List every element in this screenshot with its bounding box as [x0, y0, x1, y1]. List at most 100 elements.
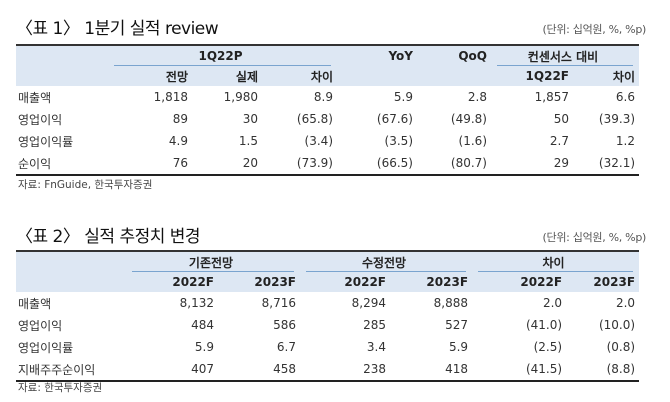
cell: 1.5: [238, 134, 258, 148]
table1-header-sub-row: 전망 실제 차이 1Q22F 차이: [16, 66, 640, 86]
header-blank: [16, 251, 126, 272]
cell: 1,818: [153, 90, 188, 104]
cell: (3.4): [304, 134, 333, 148]
header-year: 2023F: [593, 275, 636, 289]
table1: 1Q22P YoY QoQ 컨센서스 대비 전망 실제 차이 1Q22F 차이 …: [16, 44, 640, 176]
cell: 586: [273, 318, 297, 332]
table2-unit: (단위: 십억원, %, %p): [542, 231, 647, 244]
cell: (80.7): [417, 152, 491, 176]
cell: (49.8): [450, 112, 487, 126]
cell: (41.0): [525, 318, 563, 332]
table1-source: 자료: FnGuide, 한국투자증권: [18, 179, 153, 191]
table-row: 지배주주순이익 407 458 238 418 (41.5) (8.8): [16, 358, 640, 382]
cell: 8,716: [261, 296, 297, 310]
header-1q22p: 1Q22P: [108, 45, 337, 66]
header-year: 2023F: [254, 275, 297, 289]
cell: 407: [126, 358, 218, 382]
header-year: 2022F: [172, 275, 214, 289]
cell: 8,132: [179, 296, 214, 310]
header-blank: [16, 66, 108, 86]
cell: 8,888: [433, 296, 469, 310]
header-blank: [417, 66, 491, 86]
row-label: 매출액: [18, 90, 52, 105]
cell: 2.0: [615, 296, 636, 310]
table1-unit: (단위: 십억원, %, %p): [542, 23, 647, 36]
cell: 6.7: [276, 340, 297, 354]
cell: 76: [108, 152, 192, 176]
cell: 50: [553, 112, 569, 126]
table2-header-group-row: 기존전망 수정전망 차이: [16, 251, 640, 272]
cell: 1.2: [615, 134, 636, 148]
cell: 30: [242, 112, 258, 126]
cell: 2.8: [467, 90, 487, 104]
cell: (32.1): [573, 152, 640, 176]
cell: 8,294: [351, 296, 387, 310]
cell: 527: [445, 318, 469, 332]
cell: (39.3): [598, 112, 636, 126]
table2-title: 〈표 2〉 실적 추정치 변경: [16, 227, 201, 247]
table-row: 매출액 1,818 1,980 8.9 5.9 2.8 1,857 6.6: [16, 86, 639, 108]
cell: (65.8): [296, 112, 333, 126]
header-actual: 실제: [235, 69, 258, 84]
table1-title: 〈표 1〉 1분기 실적 review: [16, 19, 219, 39]
cell: 1,857: [534, 90, 569, 104]
header-blank: [16, 272, 126, 292]
table-row: 매출액 8,132 8,716 8,294 8,888 2.0 2.0: [16, 292, 639, 314]
header-previous-forecast: 기존전망: [126, 251, 300, 272]
table2-source: 자료: 한국투자증권: [18, 382, 103, 394]
header-yoy: YoY: [388, 49, 413, 63]
cell: 4.9: [168, 134, 188, 148]
cell: 418: [390, 358, 473, 382]
cell: 2.0: [542, 296, 563, 310]
cell: 2.7: [549, 134, 569, 148]
header-consensus: 컨센서스 대비: [491, 45, 639, 66]
row-label: 영업이익: [18, 112, 63, 127]
cell: 5.9: [448, 340, 469, 354]
cell: 5.9: [393, 90, 413, 104]
cell: (10.0): [598, 318, 636, 332]
cell: (67.6): [376, 112, 413, 126]
header-1q22f: 1Q22F: [525, 69, 569, 83]
table-row: 순이익 76 20 (73.9) (66.5) (80.7) 29 (32.1): [16, 152, 640, 176]
table-row: 영업이익률 5.9 6.7 3.4 5.9 (2.5) (0.8): [16, 336, 639, 358]
header-year: 2022F: [344, 275, 387, 289]
table-row: 영업이익 89 30 (65.8) (67.6) (49.8) 50 (39.3…: [16, 108, 639, 130]
cell: (0.8): [606, 340, 636, 354]
header-revised-forecast: 수정전망: [300, 251, 472, 272]
cell: 8.9: [313, 90, 333, 104]
cell: 20: [192, 152, 262, 176]
cell: 89: [172, 112, 188, 126]
header-blank: [337, 66, 417, 86]
cell: 29: [491, 152, 573, 176]
table-row: 영업이익 484 586 285 527 (41.0) (10.0): [16, 314, 639, 336]
cell: (2.5): [533, 340, 563, 354]
cell: 1,980: [223, 90, 258, 104]
table1-header-group-row: 1Q22P YoY QoQ 컨센서스 대비: [16, 45, 640, 66]
header-year: 2022F: [520, 275, 563, 289]
cell: 5.9: [194, 340, 214, 354]
cell: 285: [363, 318, 387, 332]
cell: (66.5): [337, 152, 417, 176]
header-diff: 차이: [310, 69, 333, 84]
cell: 238: [300, 358, 391, 382]
header-consensus-diff: 차이: [612, 69, 636, 84]
header-difference: 차이: [472, 251, 639, 272]
table2: 기존전망 수정전망 차이 2022F 2023F 2022F 2023F 202…: [16, 250, 640, 382]
row-label: 영업이익률: [18, 340, 74, 355]
cell: (8.8): [566, 358, 640, 382]
header-blank: [16, 45, 108, 66]
cell: 6.6: [615, 90, 636, 104]
cell: 3.4: [366, 340, 387, 354]
table-row: 영업이익률 4.9 1.5 (3.4) (3.5) (1.6) 2.7 1.2: [16, 130, 639, 152]
cell: 484: [191, 318, 214, 332]
row-label: 지배주주순이익: [16, 358, 126, 382]
row-label: 영업이익률: [18, 134, 74, 149]
row-label: 순이익: [16, 152, 108, 176]
cell: (1.6): [458, 134, 487, 148]
header-forecast: 전망: [165, 69, 188, 84]
table2-header-sub-row: 2022F 2023F 2022F 2023F 2022F 2023F: [16, 272, 640, 292]
row-label: 영업이익: [18, 318, 63, 333]
header-year: 2023F: [426, 275, 469, 289]
row-label: 매출액: [18, 296, 52, 311]
header-qoq: QoQ: [458, 49, 487, 63]
